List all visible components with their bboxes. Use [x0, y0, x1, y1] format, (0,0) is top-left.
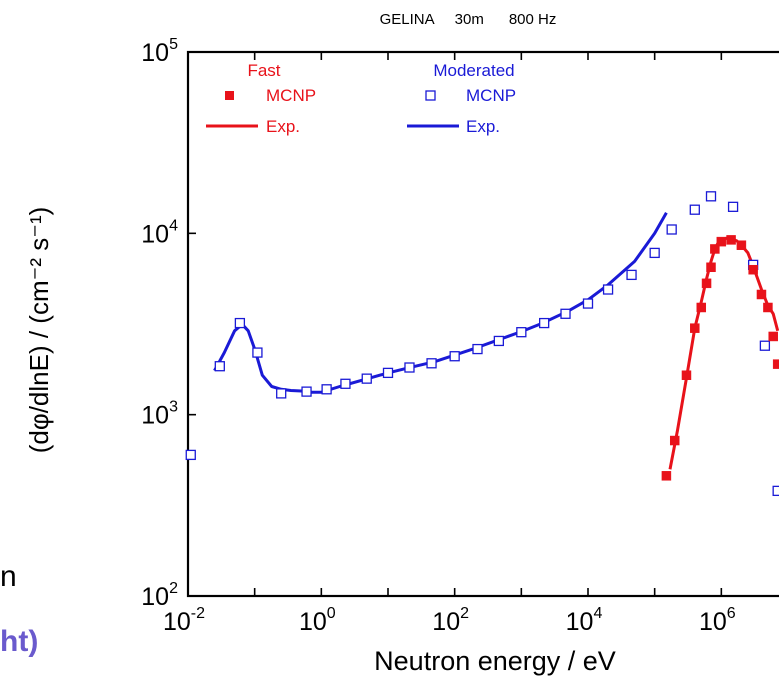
data-point-moderated-mcnp	[382, 367, 394, 379]
legend-label-fast-exp: Exp.	[266, 117, 300, 136]
data-point-fast-mcnp	[768, 331, 778, 342]
y-tick-label: 103	[141, 399, 178, 430]
data-point-moderated-mcnp	[301, 386, 312, 397]
data-point-fast-mcnp	[716, 236, 727, 247]
data-point-moderated-mcnp	[426, 358, 437, 369]
legend-label-moderated-exp: Exp.	[466, 117, 500, 136]
data-point-moderated-mcnp	[666, 224, 677, 235]
data-point-fast-mcnp	[710, 244, 720, 254]
data-point-fast-mcnp	[681, 370, 692, 380]
x-tick-label: 106	[699, 605, 736, 636]
data-point-moderated-mcnp	[689, 204, 700, 215]
data-point-moderated-mcnp	[516, 327, 527, 338]
legend-title-fast: Fast	[247, 61, 280, 80]
axis-ticks	[187, 51, 723, 597]
data-point-moderated-mcnp	[626, 269, 637, 281]
plot-frame	[186, 50, 779, 598]
legend-marker-moderated-mcnp	[425, 90, 436, 101]
data-point-moderated-mcnp	[472, 343, 483, 355]
left-text-fragment-top: n	[0, 560, 17, 593]
data-point-fast-mcnp	[696, 302, 707, 313]
data-point-moderated-mcnp	[185, 449, 196, 461]
data-point-moderated-mcnp	[649, 247, 660, 259]
y-tick-label: 104	[141, 217, 178, 248]
series-line-moderated-exp	[213, 211, 668, 394]
chart-title: GELINA 30m 800 Hz	[380, 11, 557, 28]
data-point-moderated-mcnp	[404, 362, 415, 373]
data-point-moderated-mcnp	[602, 284, 614, 295]
data-point-moderated-mcnp	[759, 340, 771, 351]
data-point-fast-mcnp	[726, 235, 736, 245]
x-tick-labels: 10-2 100 102 104 106	[163, 605, 736, 636]
data-point-moderated-mcnp	[214, 361, 225, 372]
legend-title-moderated: Moderated	[433, 61, 514, 80]
y-tick-label: 105	[141, 36, 178, 67]
y-tick-labels: 102 103 104 105	[141, 36, 178, 611]
data-point-fast-mcnp	[756, 289, 767, 300]
data-point-moderated-mcnp	[449, 351, 460, 362]
legend-marker-fast-mcnp	[225, 91, 234, 100]
series-line-fast-exp	[668, 236, 779, 470]
x-tick-label: 100	[299, 605, 336, 636]
data-point-fast-mcnp	[706, 262, 716, 273]
data-point-moderated-mcnp	[321, 384, 332, 395]
data-point-moderated-mcnp	[340, 378, 351, 389]
data-point-fast-mcnp	[772, 359, 779, 369]
data-point-fast-mcnp	[736, 240, 747, 250]
data-point-fast-mcnp	[763, 302, 773, 313]
data-point-moderated-mcnp	[727, 201, 739, 212]
left-text-fragment-bottom: ht)	[0, 625, 39, 658]
data-point-moderated-mcnp	[539, 317, 550, 329]
data-point-fast-mcnp	[748, 264, 758, 275]
data-point-fast-mcnp	[669, 435, 680, 446]
x-tick-label: 10-2	[163, 605, 205, 636]
x-tick-label: 102	[432, 605, 469, 636]
legend: Fast MCNP Exp. Moderated MCNP Exp.	[206, 61, 516, 136]
data-point-moderated-mcnp	[493, 335, 505, 347]
series-layer	[185, 191, 779, 497]
data-point-moderated-mcnp	[276, 388, 287, 399]
y-tick-label: 102	[141, 580, 178, 611]
legend-label-moderated-mcnp: MCNP	[466, 86, 516, 105]
data-point-moderated-mcnp	[772, 485, 779, 497]
y-axis-label: (dφ/dlnE) / (cm⁻² s⁻¹)	[24, 207, 54, 454]
x-axis-label: Neutron energy / eV	[374, 646, 616, 676]
legend-label-fast-mcnp: MCNP	[266, 86, 316, 105]
data-point-moderated-mcnp	[234, 317, 246, 329]
data-point-fast-mcnp	[661, 471, 672, 481]
x-tick-label: 104	[566, 605, 603, 636]
data-point-fast-mcnp	[701, 278, 712, 289]
data-point-moderated-mcnp	[582, 298, 594, 309]
data-point-moderated-mcnp	[252, 347, 263, 358]
data-point-moderated-mcnp	[705, 191, 717, 202]
data-point-moderated-mcnp	[560, 308, 571, 319]
data-point-moderated-mcnp	[361, 373, 372, 384]
data-point-fast-mcnp	[690, 323, 700, 333]
